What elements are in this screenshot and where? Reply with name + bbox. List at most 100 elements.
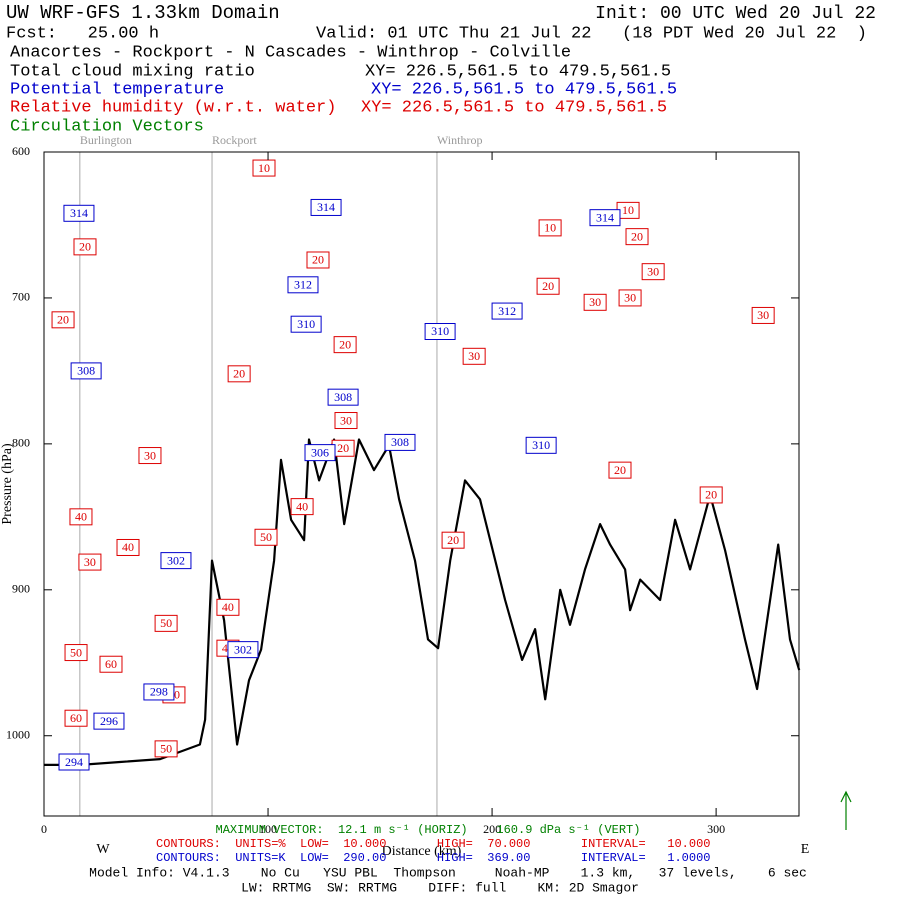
contour-label-box <box>424 322 456 340</box>
field-xy: XY= 226.5,561.5 to 479.5,561.5 <box>371 80 677 99</box>
contour-label-text: 30 <box>647 264 659 278</box>
x-tick-label: 300 <box>707 822 725 836</box>
contour-label-text: 40 <box>296 499 308 513</box>
contour-label-box <box>333 336 357 354</box>
contour-label: 308 <box>70 362 102 380</box>
contour-label: 30 <box>618 289 642 307</box>
contour-label-box <box>290 498 314 516</box>
contour-label-box <box>58 753 90 771</box>
contour-label-text: 20 <box>447 533 459 547</box>
contour-label: 312 <box>491 302 523 320</box>
contour-label: 30 <box>583 293 607 311</box>
contour-label-text: 30 <box>340 413 352 427</box>
contour-label: 40 <box>69 508 93 526</box>
contour-label-box <box>536 277 560 295</box>
valid-time: Valid: 01 UTC Thu 21 Jul 22 (18 PDT Wed … <box>316 24 867 43</box>
contour-label: 10 <box>538 219 562 237</box>
contour-label: 50 <box>64 644 88 662</box>
contour-label-box <box>73 238 97 256</box>
contour-label: 60 <box>64 709 88 727</box>
rh-contours: CONTOURS: UNITS=% LOW= 10.000 HIGH= 70.0… <box>156 837 711 851</box>
model-info: Model Info: V4.1.3 No Cu YSU PBL Thompso… <box>89 865 807 880</box>
contour-label-box <box>327 388 359 406</box>
contour-label-text: 306 <box>311 445 329 459</box>
contour-label-text: 30 <box>624 291 636 305</box>
contour-label: 20 <box>227 365 251 383</box>
x-axis-label: Distance (km) <box>382 844 462 859</box>
contour-label-text: 20 <box>542 279 554 293</box>
contour-label-text: 50 <box>70 645 82 659</box>
y-tick-label: 900 <box>12 582 30 596</box>
contour-label: 30 <box>641 263 665 281</box>
contour-label-text: 30 <box>589 295 601 309</box>
contour-label: 302 <box>160 552 192 570</box>
contour-label: 294 <box>58 753 90 771</box>
y-tick-label: 700 <box>12 290 30 304</box>
contour-label-box <box>491 302 523 320</box>
contour-label-text: 30 <box>144 448 156 462</box>
contour-label-box <box>384 433 416 451</box>
plot-frame <box>43 151 800 817</box>
contour-label-text: 302 <box>234 642 252 656</box>
contour-label: 20 <box>331 439 355 457</box>
contour-label-box <box>287 276 319 294</box>
contour-label-text: 20 <box>705 488 717 502</box>
contour-label-text: 30 <box>757 308 769 322</box>
contour-label: 20 <box>536 277 560 295</box>
terrain-line <box>44 438 801 766</box>
contour-label-text: 312 <box>294 278 312 292</box>
contour-label-text: 294 <box>65 755 83 769</box>
contour-label-box <box>227 365 251 383</box>
contour-label: 314 <box>310 198 342 216</box>
contour-label: 20 <box>306 251 330 269</box>
contour-label-text: 30 <box>84 555 96 569</box>
theta-contours: CONTOURS: UNITS=K LOW= 290.00 HIGH= 369.… <box>156 851 711 865</box>
contour-label-box <box>154 614 178 632</box>
contour-label: 30 <box>78 553 102 571</box>
contour-label: 314 <box>589 209 621 227</box>
contour-label: 310 <box>424 322 456 340</box>
field-name: Potential temperature <box>10 80 224 99</box>
contour-label-text: 20 <box>631 229 643 243</box>
contour-label-box <box>618 289 642 307</box>
contour-label: 20 <box>608 461 632 479</box>
contour-label-box <box>462 347 486 365</box>
contour-label-box <box>227 641 259 659</box>
contour-label-box <box>254 528 278 546</box>
location-label: Burlington <box>80 133 132 147</box>
contour-label-box <box>641 263 665 281</box>
contour-label-box <box>310 198 342 216</box>
field-name: Total cloud mixing ratio <box>10 62 255 81</box>
contour-label-text: 40 <box>75 510 87 524</box>
contour-label-box <box>538 219 562 237</box>
contour-label-text: 50 <box>160 742 172 756</box>
contour-label-text: 308 <box>77 364 95 378</box>
contour-label-text: 20 <box>312 253 324 267</box>
max-vector: MAXIMUM VECTOR: 12.1 m s⁻¹ (HORIZ) 160.9… <box>216 823 641 837</box>
forecast-hour: Fcst: 25.00 h <box>6 24 159 43</box>
contour-label: 20 <box>441 531 465 549</box>
contour-label-text: 314 <box>596 210 614 224</box>
contour-label-text: 20 <box>57 313 69 327</box>
contour-label-box <box>441 531 465 549</box>
contour-label-text: 10 <box>258 161 270 175</box>
contour-label-text: 50 <box>160 616 172 630</box>
west-label: W <box>96 842 110 857</box>
contour-label: 312 <box>287 276 319 294</box>
y-tick-label: 600 <box>12 144 30 158</box>
contour-label-text: 20 <box>339 337 351 351</box>
physics-info: LW: RRTMG SW: RRTMG DIFF: full KM: 2D Sm… <box>241 880 639 895</box>
contour-label-box <box>525 436 557 454</box>
y-tick-label: 1000 <box>6 727 30 741</box>
contour-label-box <box>138 447 162 465</box>
contour-label: 40 <box>290 498 314 516</box>
contour-label-text: 20 <box>337 441 349 455</box>
contour-label: 10 <box>252 159 276 177</box>
contour-label-text: 312 <box>498 304 516 318</box>
contour-label-box <box>78 553 102 571</box>
contour-label: 302 <box>227 641 259 659</box>
location-label: Rockport <box>212 133 257 147</box>
contour-label-text: 308 <box>334 390 352 404</box>
contour-label: 306 <box>304 444 336 462</box>
